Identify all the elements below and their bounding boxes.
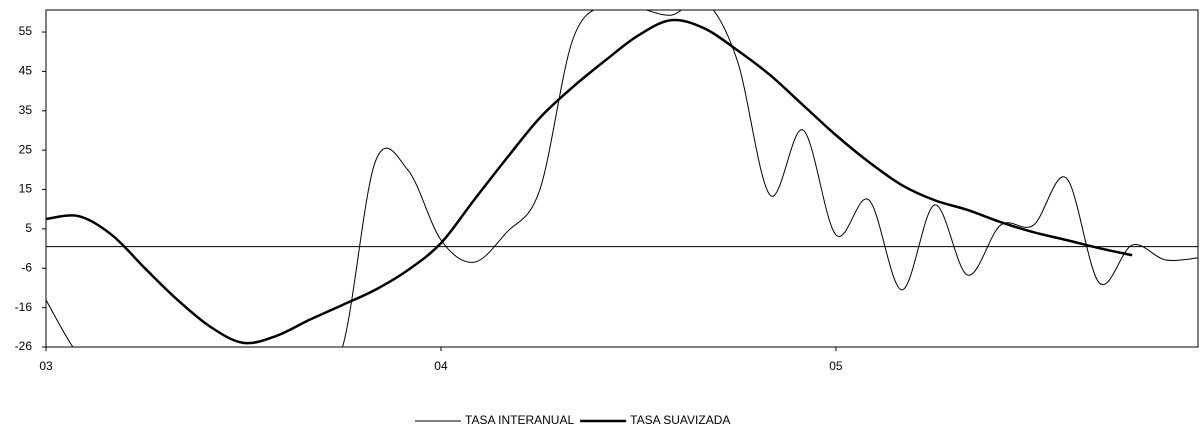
x-tick-label: 05 (829, 359, 843, 373)
y-tick-label: -16 (15, 300, 33, 314)
legend-label: TASA SUAVIZADA (630, 413, 730, 427)
plot-frame (45, 9, 1199, 348)
y-tick-label: 35 (19, 103, 33, 117)
x-tick-label: 03 (39, 359, 53, 373)
y-tick-label: -6 (21, 260, 32, 274)
x-tick-label: 04 (434, 359, 448, 373)
y-tick-label: 25 (19, 142, 33, 156)
y-tick-label: 55 (19, 24, 33, 38)
y-tick-label: 5 (25, 221, 32, 235)
y-tick-label: 15 (19, 182, 33, 196)
plot-area (46, 10, 1198, 347)
legend-label: TASA INTERANUAL (465, 413, 574, 427)
y-tick-label: 45 (19, 64, 33, 78)
series-line (46, 10, 1198, 347)
series-line (46, 18, 1133, 345)
legend-item: TASA INTERANUAL (415, 413, 574, 427)
y-tick-label: -26 (15, 339, 33, 353)
legend-item: TASA SUAVIZADA (580, 413, 730, 427)
